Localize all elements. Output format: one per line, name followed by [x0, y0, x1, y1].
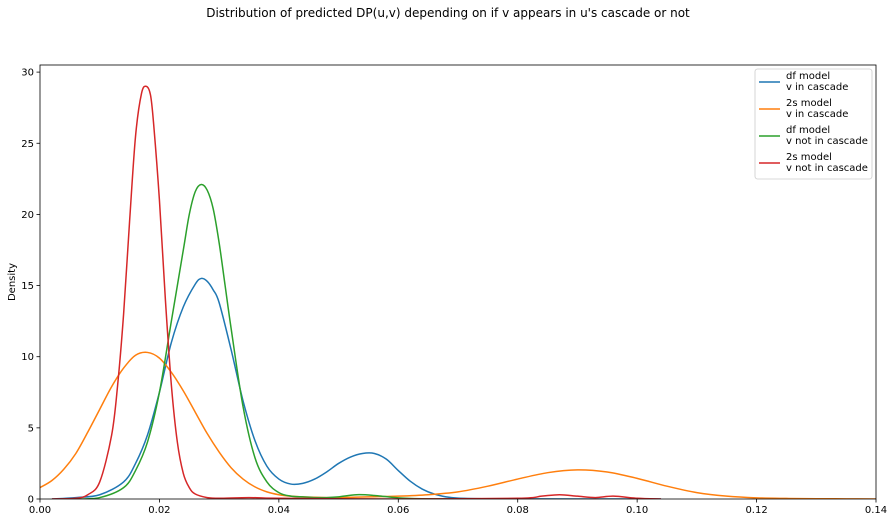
legend-label-4: 2s model v not in cascade [786, 152, 868, 174]
series-line-2 [40, 351, 876, 499]
x-tick-label: 0.08 [507, 505, 529, 516]
x-tick-label: 0.04 [268, 505, 290, 516]
x-tick-label: 0.06 [387, 505, 409, 516]
series-line-4 [51, 85, 662, 499]
legend: df model v in cascade 2s model v in cascade… [754, 68, 873, 180]
y-tick-label: 10 [21, 352, 34, 363]
y-axis-label: Density [7, 263, 18, 301]
series-line-3 [75, 183, 459, 499]
series-line-1 [51, 277, 662, 499]
x-tick-label: 0.10 [626, 505, 648, 516]
plot-frame [39, 64, 877, 500]
x-tick-label: 0.02 [148, 505, 170, 516]
chart-title: Distribution of predicted DP(u,v) depend… [206, 6, 690, 20]
y-tick-label: 5 [28, 423, 34, 434]
y-tick-label: 30 [21, 68, 34, 79]
x-tick-label: 0.12 [745, 505, 767, 516]
y-tick-label: 25 [21, 139, 34, 150]
y-tick-label: 20 [21, 210, 34, 221]
x-tick-label: 0.00 [29, 505, 51, 516]
legend-label-2: 2s model v in cascade [786, 98, 848, 120]
legend-label-3: df model v not in cascade [786, 125, 868, 147]
legend-frame [754, 68, 873, 180]
legend-label-1: df model v in cascade [786, 71, 848, 93]
x-tick-label: 0.14 [865, 505, 887, 516]
y-tick-label: 0 [28, 495, 34, 506]
y-tick-label: 15 [21, 281, 34, 292]
